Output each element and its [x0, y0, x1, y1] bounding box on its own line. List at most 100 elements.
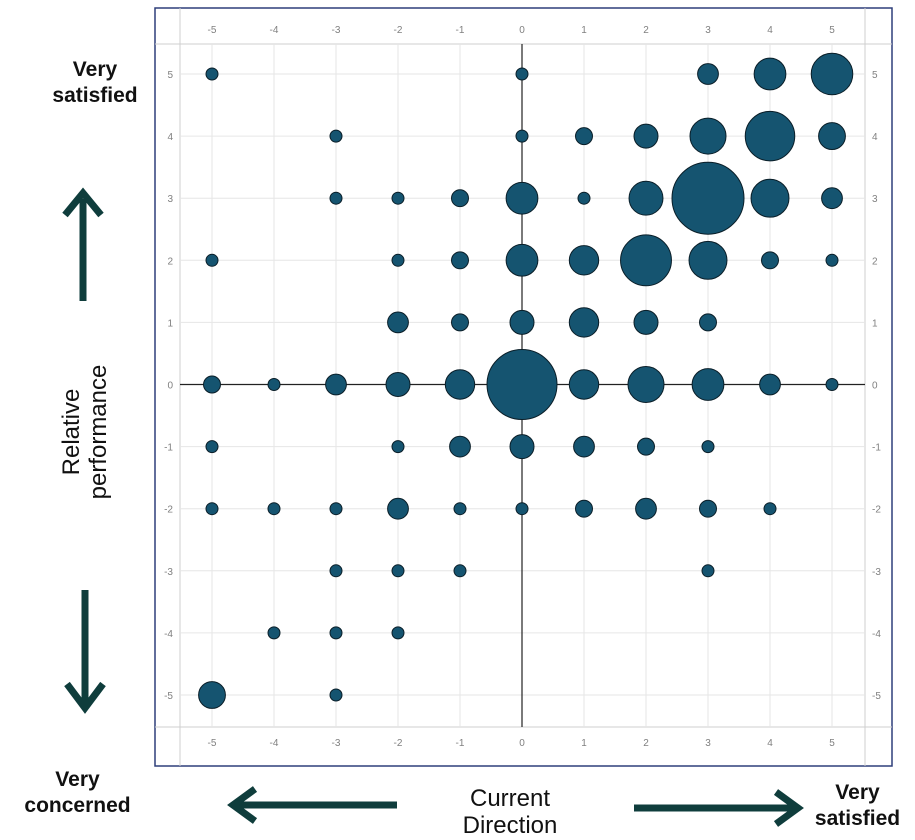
bubble-point	[444, 369, 476, 400]
bubble-point	[329, 191, 343, 205]
label-top-left-line-1: Very	[72, 58, 118, 81]
bubble-point	[753, 57, 787, 91]
bubble-point	[449, 435, 471, 458]
x-tick-label-bottom: 2	[643, 738, 649, 749]
bubble-point	[763, 502, 777, 516]
bubble-point	[810, 52, 854, 96]
bubble-point	[577, 191, 591, 205]
bubble-point	[825, 253, 839, 267]
label-bottom-left-line-1: Very	[55, 768, 100, 791]
label-bottom-right-line-1: Very	[835, 781, 880, 804]
bubble-point	[701, 564, 715, 578]
bubble-point	[509, 309, 535, 335]
bubble-point	[509, 434, 535, 460]
bubble-point	[633, 123, 659, 149]
y-tick-label-left: 0	[167, 381, 173, 392]
bubble-point	[453, 564, 467, 578]
x-tick-label-top: 5	[829, 25, 835, 36]
bubble-point	[329, 129, 343, 143]
x-tick-label-bottom: -5	[208, 738, 217, 749]
x-tick-label-bottom: -3	[332, 738, 341, 749]
y-tick-label-right: -1	[872, 443, 881, 454]
bubble-point	[689, 117, 727, 155]
x-tick-label-bottom: -1	[456, 738, 465, 749]
bubble-point	[505, 181, 539, 215]
bubble-point	[325, 373, 347, 396]
bubble-point	[203, 375, 221, 394]
bubble-point	[205, 67, 219, 81]
bubble-point	[697, 63, 719, 85]
y-tick-label-left: 4	[167, 132, 173, 143]
bubble-point	[744, 110, 796, 162]
bubble-point	[329, 688, 343, 702]
bubble-point	[761, 251, 779, 270]
bubble-point	[688, 240, 728, 280]
bubble-point	[637, 437, 655, 456]
x-tick-label-bottom: 5	[829, 738, 835, 749]
y-tick-label-left: -4	[164, 629, 173, 640]
bubble-point	[329, 626, 343, 640]
bubble-point	[568, 369, 600, 400]
y-tick-label-left: -1	[164, 443, 173, 454]
bubble-point	[759, 373, 781, 396]
y-axis-title: Relative performance	[58, 327, 112, 537]
y-tick-label-right: 3	[872, 194, 878, 205]
bubble-point	[635, 497, 657, 520]
y-tick-label-left: 5	[167, 70, 173, 81]
bubble-point	[691, 368, 725, 401]
x-tick-label-bottom: 1	[581, 738, 587, 749]
y-tick-label-right: -4	[872, 629, 881, 640]
y-tick-label-left: 3	[167, 194, 173, 205]
bubble-point	[699, 499, 717, 518]
x-tick-label-top: 2	[643, 25, 649, 36]
y-tick-label-right: 2	[872, 256, 878, 267]
bubble-point	[505, 243, 539, 277]
y-tick-label-right: 5	[872, 70, 878, 81]
label-bottom-right: Very satisfied	[800, 780, 915, 832]
bubble-point	[391, 440, 405, 454]
bubble-point	[391, 191, 405, 205]
x-tick-label-top: 4	[767, 25, 773, 36]
bubble-point	[750, 178, 790, 218]
x-tick-label-bottom: 3	[705, 738, 711, 749]
y-tick-label-left: 2	[167, 256, 173, 267]
bubble-point	[515, 129, 529, 143]
x-tick-label-top: 0	[519, 25, 525, 36]
bubble-point	[267, 626, 281, 640]
x-axis-title-line-2: Direction	[462, 812, 558, 839]
bubble-point	[387, 311, 409, 334]
bubble-point	[198, 681, 226, 709]
label-bottom-left-line-2: concerned	[24, 794, 131, 817]
x-tick-label-top: -4	[270, 25, 279, 36]
x-tick-label-bottom: -4	[270, 738, 279, 749]
arrow-down-icon	[64, 590, 106, 714]
x-tick-label-top: 1	[581, 25, 587, 36]
bubble-point	[671, 161, 745, 235]
y-tick-label-right: -3	[872, 567, 881, 578]
bubble-point	[391, 564, 405, 578]
bubble-point	[633, 309, 659, 335]
bubble-point	[515, 502, 529, 516]
bubble-point	[451, 313, 469, 332]
bubble-point	[821, 187, 843, 210]
x-tick-label-bottom: 4	[767, 738, 773, 749]
bubble-point	[825, 378, 839, 391]
bubble-point	[205, 253, 219, 267]
bubble-point	[205, 502, 219, 516]
label-bottom-left: Very concerned	[15, 767, 140, 819]
x-tick-label-bottom: -2	[394, 738, 403, 749]
label-top-left-line-2: satisfied	[52, 84, 138, 107]
bubble-point	[575, 127, 593, 146]
bubble-point	[329, 502, 343, 516]
y-tick-label-right: 4	[872, 132, 878, 143]
y-tick-label-left: -3	[164, 567, 173, 578]
bubble-point	[699, 313, 717, 332]
bubble-point	[573, 435, 595, 458]
bubble-point	[486, 349, 558, 420]
bubble-point	[453, 502, 467, 516]
bubble-point	[568, 307, 600, 338]
x-tick-label-top: -5	[208, 25, 217, 36]
x-axis-title: Current Direction	[430, 785, 590, 839]
bubble-point	[385, 372, 411, 397]
